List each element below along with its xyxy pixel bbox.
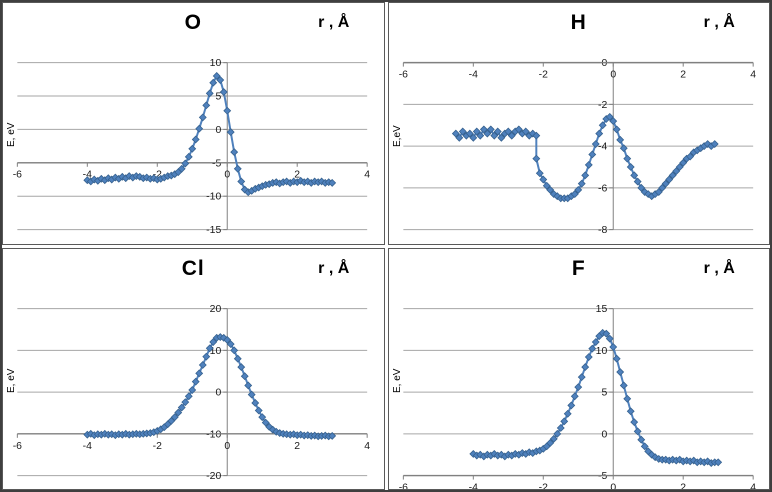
svg-text:-2: -2: [538, 70, 547, 81]
y-axis-label-h: E,eV: [391, 125, 403, 148]
y-axis-label-o: E, eV: [6, 122, 17, 148]
svg-text:0: 0: [601, 58, 607, 69]
svg-text:-4: -4: [83, 170, 92, 181]
svg-text:15: 15: [595, 304, 607, 315]
scatter-plot-h: -8 -6 -4 -2 0 -6 -4 -2 0 2 4: [398, 58, 756, 236]
svg-text:2: 2: [680, 482, 686, 489]
svg-text:-15: -15: [206, 225, 221, 236]
svg-text:10: 10: [210, 58, 222, 69]
y-axis-label-cl: E, eV: [6, 368, 17, 393]
svg-text:0: 0: [215, 387, 221, 398]
svg-text:-6: -6: [13, 440, 22, 451]
svg-text:-5: -5: [597, 471, 606, 482]
panel-fluorine: F r , Å E, eV -5 0 5 10 15 -6 -4 -2 0 2 4: [387, 247, 770, 490]
svg-text:0: 0: [610, 70, 616, 81]
svg-text:4: 4: [750, 482, 756, 489]
svg-text:-8: -8: [597, 225, 606, 236]
svg-text:-6: -6: [398, 482, 407, 489]
panel-hydrogen: H r , Å E,eV -8 -6 -4 -2 0 -6 -4 -2 0 2 4: [387, 2, 770, 245]
svg-text:-2: -2: [153, 440, 162, 451]
svg-text:-2: -2: [597, 100, 606, 111]
svg-text:-6: -6: [398, 70, 407, 81]
svg-text:2: 2: [680, 70, 686, 81]
panel-oxygen: O r , Å E, eV -15 -10 -5 0 5 10 -6 -4 -2 0 2 4: [2, 2, 385, 245]
svg-text:2: 2: [294, 170, 300, 181]
svg-text:4: 4: [364, 170, 370, 181]
svg-text:10: 10: [595, 345, 607, 356]
svg-text:-10: -10: [206, 192, 221, 203]
svg-text:-5: -5: [212, 158, 221, 169]
svg-text:-10: -10: [206, 429, 221, 440]
svg-text:-4: -4: [83, 440, 92, 451]
svg-text:-4: -4: [468, 482, 477, 489]
y-axis-label-f: E, eV: [391, 368, 403, 393]
svg-text:0: 0: [224, 440, 230, 451]
svg-text:0: 0: [601, 429, 607, 440]
svg-text:-2: -2: [153, 170, 162, 181]
svg-text:0: 0: [215, 125, 221, 136]
svg-text:20: 20: [210, 304, 222, 315]
svg-text:4: 4: [364, 440, 370, 451]
panel-chlorine: Cl r , Å E, eV -20 -10 0 10 20 -6 -4 -2 0 2 4: [2, 247, 385, 490]
svg-text:-6: -6: [13, 170, 22, 181]
svg-text:5: 5: [601, 387, 607, 398]
svg-text:-6: -6: [597, 183, 606, 194]
svg-text:0: 0: [610, 482, 616, 489]
svg-text:0: 0: [224, 170, 230, 181]
svg-text:-20: -20: [206, 471, 221, 482]
svg-text:-4: -4: [597, 142, 606, 153]
svg-text:2: 2: [294, 440, 300, 451]
svg-text:-4: -4: [468, 70, 477, 81]
scatter-plot-f: -5 0 5 10 15 -6 -4 -2 0 2 4: [398, 304, 756, 489]
svg-text:10: 10: [210, 345, 222, 356]
svg-text:4: 4: [750, 70, 756, 81]
svg-text:-2: -2: [538, 482, 547, 489]
svg-text:5: 5: [215, 91, 221, 102]
